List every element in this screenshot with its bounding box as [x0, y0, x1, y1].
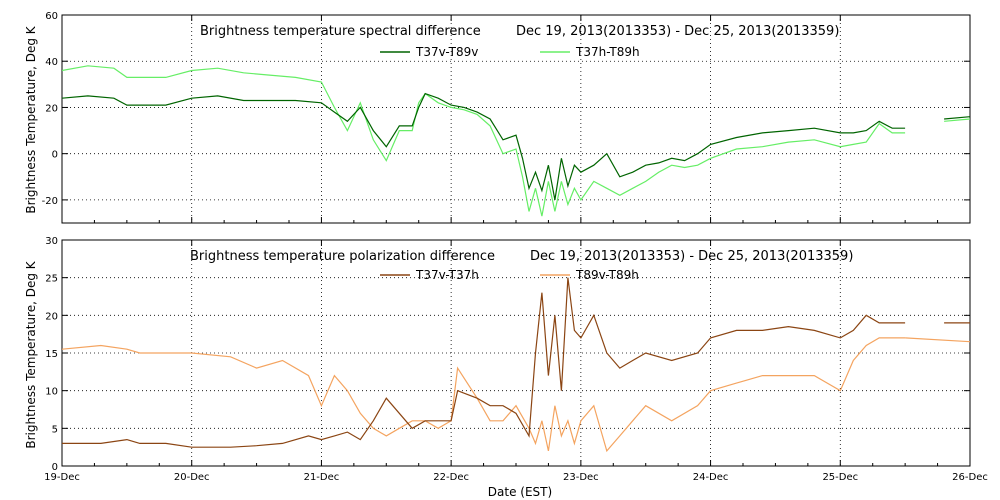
x-tick-label: 21-Dec: [304, 472, 340, 483]
legend-label-t37v-t89v: T37v-T89v: [415, 45, 478, 59]
series-line-t37v-t89v: [62, 92, 906, 201]
top-y-tick-label: 20: [45, 103, 58, 114]
x-tick-label: 19-Dec: [44, 472, 80, 483]
x-tick-label: 20-Dec: [174, 472, 210, 483]
x-tick-label: 25-Dec: [822, 472, 858, 483]
bottom-legend: T37v-T37h T89v-T89h: [380, 268, 639, 282]
bottom-y-axis-label: Brightness Temperature, Deg K: [24, 260, 38, 448]
series-line-t37h-t89h: [62, 65, 906, 217]
bottom-y-tick-label: 10: [45, 387, 58, 398]
bottom-y-tick-label: 5: [52, 424, 58, 435]
polarization-difference-chart: Brightness temperature polarization diff…: [24, 249, 853, 499]
x-tick-label: 22-Dec: [433, 472, 469, 483]
series-end-segment-t37v-t89v: [944, 116, 970, 120]
top-chart-title: Brightness temperature spectral differen…: [200, 24, 481, 39]
top-y-axis-label: Brightness Temperature, Deg K: [24, 25, 38, 213]
top-y-tick-label: -20: [42, 196, 58, 207]
x-tick-label: 23-Dec: [563, 472, 599, 483]
bottom-plot-area: 0 5 10 15 20 25 30 19-Dec 20-Dec 21-Dec 22-Dec 23-D…: [44, 236, 988, 483]
top-legend: T37v-T89v T37h-T89h: [380, 45, 640, 59]
top-y-tick-label: 0: [52, 150, 58, 161]
top-y-tick-label: 60: [45, 11, 58, 22]
top-chart-date-range: Dec 19, 2013(2013353) - Dec 25, 2013(201…: [516, 24, 839, 39]
bottom-chart-date-range: Dec 19, 2013(2013353) - Dec 25, 2013(201…: [530, 249, 853, 264]
bottom-y-tick-label: 30: [45, 236, 58, 247]
x-axis-label: Date (EST): [488, 485, 552, 499]
legend-label-t37v-t37h: T37v-T37h: [415, 268, 479, 282]
top-y-tick-label: 40: [45, 57, 58, 68]
legend-label-t37h-t89h: T37h-T89h: [575, 45, 640, 59]
top-plot-area: -20 0 20 40 60: [42, 11, 971, 224]
bottom-y-tick-label: 15: [45, 349, 58, 360]
x-tick-label: 24-Dec: [693, 472, 729, 483]
x-tick-label: 26-Dec: [952, 472, 988, 483]
bottom-y-tick-label: 25: [45, 274, 58, 285]
legend-label-t89v-t89h: T89v-T89h: [575, 268, 639, 282]
series-end-segment-t37h-t89h: [944, 118, 970, 122]
spectral-difference-chart: Brightness temperature spectral differen…: [24, 24, 839, 214]
bottom-y-tick-label: 20: [45, 311, 58, 322]
bottom-chart-title: Brightness temperature polarization diff…: [190, 249, 495, 264]
series-line-t37v-t37h: [62, 277, 906, 448]
bottom-y-tick-label: 0: [52, 462, 58, 473]
series-end-segment-t89v-t89h: [905, 337, 970, 343]
